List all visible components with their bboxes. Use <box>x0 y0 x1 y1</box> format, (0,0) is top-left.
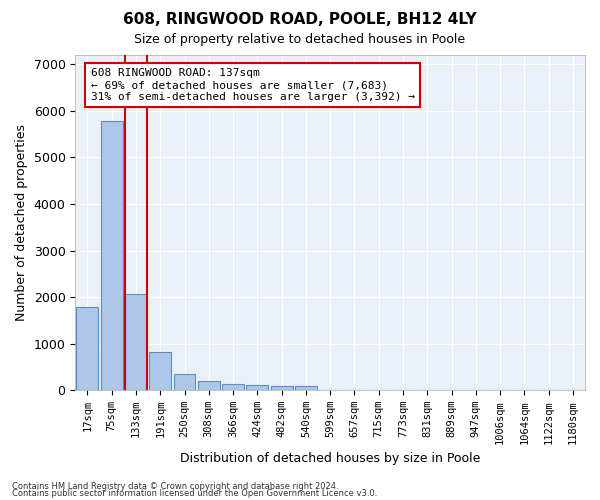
Bar <box>247 385 268 390</box>
X-axis label: Distribution of detached houses by size in Poole: Distribution of detached houses by size … <box>180 452 481 465</box>
Text: Contains public sector information licensed under the Open Government Licence v3: Contains public sector information licen… <box>12 489 377 498</box>
Bar <box>198 381 220 390</box>
Text: 608 RINGWOOD ROAD: 137sqm
← 69% of detached houses are smaller (7,683)
31% of se: 608 RINGWOOD ROAD: 137sqm ← 69% of detac… <box>91 68 415 102</box>
Text: 608, RINGWOOD ROAD, POOLE, BH12 4LY: 608, RINGWOOD ROAD, POOLE, BH12 4LY <box>123 12 477 28</box>
Text: Size of property relative to detached houses in Poole: Size of property relative to detached ho… <box>134 32 466 46</box>
Bar <box>76 308 98 390</box>
Bar <box>295 386 317 390</box>
Bar <box>101 121 122 390</box>
Y-axis label: Number of detached properties: Number of detached properties <box>15 124 28 321</box>
Bar <box>222 384 244 390</box>
Bar <box>149 352 171 390</box>
Bar <box>173 374 196 390</box>
Text: Contains HM Land Registry data © Crown copyright and database right 2024.: Contains HM Land Registry data © Crown c… <box>12 482 338 491</box>
Bar <box>125 294 147 390</box>
Bar <box>271 386 293 390</box>
